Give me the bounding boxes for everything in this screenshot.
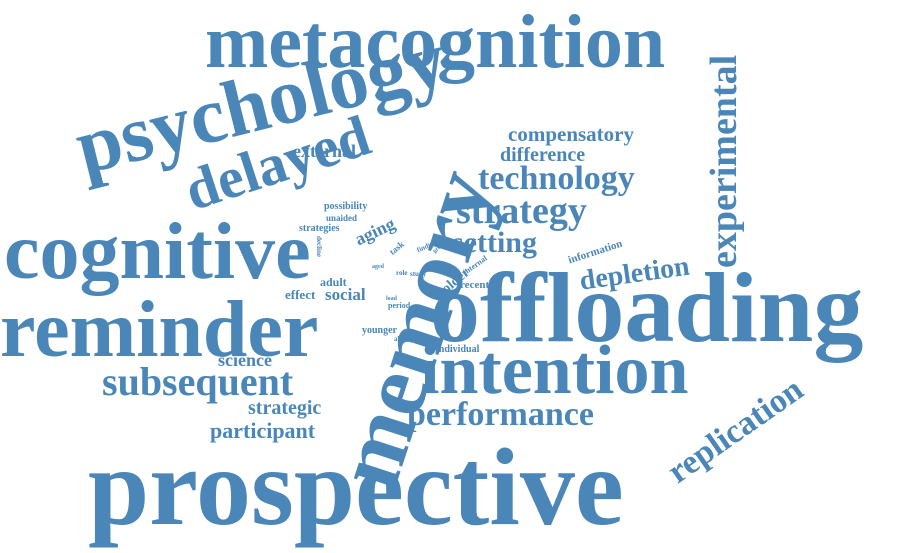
word-possibility: possibility bbox=[324, 201, 368, 212]
word-participant: participant bbox=[210, 418, 316, 443]
word-social: social bbox=[325, 285, 366, 304]
word-setting: setting bbox=[452, 226, 537, 259]
word-younger: younger bbox=[362, 325, 397, 336]
word-aged: aged bbox=[372, 264, 384, 270]
word-role: role bbox=[396, 269, 408, 277]
word-strategy: strategy bbox=[456, 190, 587, 232]
word-effect: effect bbox=[285, 287, 316, 302]
word-study: study bbox=[410, 270, 427, 278]
word-strategies: strategies bbox=[299, 223, 340, 234]
word-individual: individual bbox=[436, 344, 480, 355]
word-difference: difference bbox=[500, 144, 586, 166]
word-decline: decline bbox=[315, 236, 323, 257]
word-performance: performance bbox=[407, 396, 594, 433]
word-reminder: reminder bbox=[0, 286, 319, 374]
word-experimental: experimental bbox=[703, 54, 745, 268]
word-ability: ability bbox=[394, 335, 414, 343]
word-period: period bbox=[388, 301, 411, 310]
word-science: science bbox=[218, 350, 272, 370]
word-compensatory: compensatory bbox=[508, 122, 634, 146]
word-recent: recent bbox=[460, 279, 490, 291]
word-prospective: prospective bbox=[88, 426, 624, 548]
word-metacognition: metacognition bbox=[205, 0, 666, 84]
word-external: external bbox=[293, 141, 356, 161]
word-strategic: strategic bbox=[248, 397, 322, 419]
word-load: load bbox=[386, 296, 398, 302]
word-offloading: offloading bbox=[430, 252, 864, 363]
word-unaided: unaided bbox=[326, 213, 358, 223]
word-intention: intention bbox=[420, 332, 689, 409]
word-technology: technology bbox=[478, 160, 635, 197]
word-subsequent: subsequent bbox=[102, 359, 294, 404]
word-adult: adult bbox=[320, 275, 347, 289]
word-cognitive: cognitive bbox=[4, 208, 311, 296]
